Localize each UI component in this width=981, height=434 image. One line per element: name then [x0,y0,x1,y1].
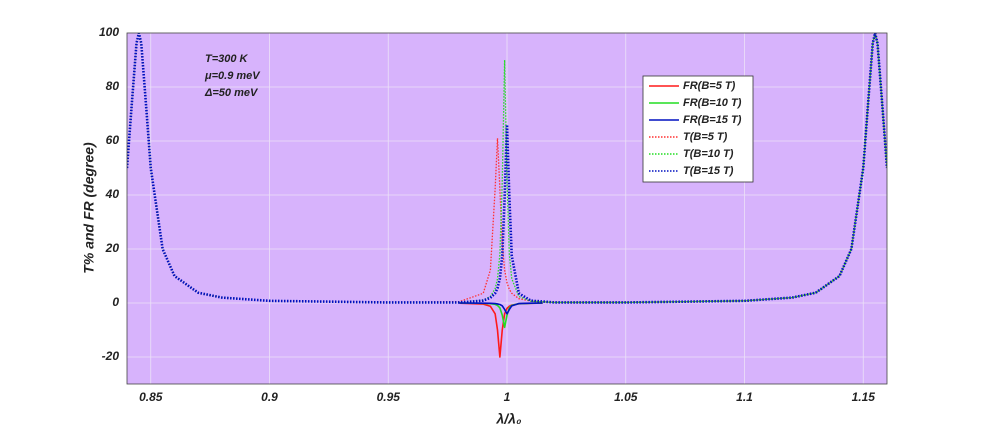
legend-label: FR(B=5 T) [683,80,736,92]
legend-label: FR(B=15 T) [683,114,742,126]
y-tick-label: 40 [105,187,120,201]
x-tick-label: 0.95 [377,390,401,404]
y-tick-label: 80 [106,79,120,93]
y-tick-label: 60 [106,133,120,147]
legend-box [642,75,754,183]
x-tick-label: 1.05 [614,390,638,404]
x-tick-label: 0.9 [261,390,278,404]
x-tick-label: 0.85 [139,390,163,404]
legend-label: FR(B=10 T) [683,97,742,109]
annotation: μ=0.9 meV [204,70,261,82]
y-tick-label: -20 [102,349,120,363]
plot-frame [126,32,888,385]
y-axis-label: T% and FR (degree) [81,142,97,274]
series-group [127,33,887,358]
y-tick-label: 100 [99,25,119,39]
y-tick-label: 0 [112,295,119,309]
legend-label: T(B=5 T) [683,131,728,143]
series-line [459,302,543,315]
annotation: T=300 K [205,53,249,65]
y-tick-label: 20 [105,241,120,255]
legend-label: T(B=15 T) [683,165,734,177]
series-line [127,33,887,304]
x-tick-label: 1.1 [736,390,753,404]
legend-label: T(B=10 T) [683,148,734,160]
annotation: Δ=50 meV [204,87,259,99]
x-tick-label: 1 [504,390,511,404]
x-tick-label: 1.15 [852,390,876,404]
x-axis-label: λ/λ₀ [496,411,522,427]
